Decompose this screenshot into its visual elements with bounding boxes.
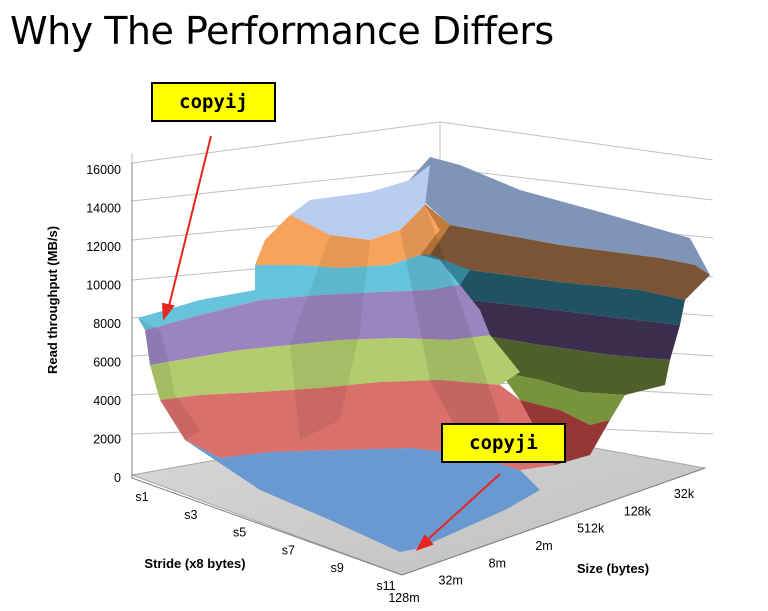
size-tick-label: 8m <box>489 556 506 570</box>
z-tick-label: 8000 <box>93 317 121 331</box>
stride-tick-label: s9 <box>331 561 344 575</box>
surface-shade-left <box>138 318 200 440</box>
stride-tick-label: s7 <box>282 543 295 557</box>
gridline-16000 <box>131 121 714 164</box>
stride-tick-label: s11 <box>376 579 395 593</box>
callout-copyji: copyji <box>441 423 566 463</box>
size-tick-label: 2m <box>535 539 552 553</box>
stride-axis: s1 s3 s5 s7 s9 s11 Stride (x8 bytes) <box>131 477 403 593</box>
surface-back-teal <box>430 255 685 325</box>
surface-green <box>150 335 520 400</box>
z-axis: 0 2000 4000 6000 8000 10000 12000 14000 16000 Re… <box>45 163 133 485</box>
z-tick-labels: 0 2000 4000 6000 8000 10000 12000 14000 16000 <box>86 163 121 485</box>
stride-tick-label: s5 <box>233 526 246 540</box>
arrow-copyij <box>167 135 212 311</box>
surface-cyan-dark <box>420 255 470 285</box>
surface-back-brown <box>420 200 710 300</box>
annotation-arrows <box>161 135 501 551</box>
stride-axis-title: Stride (x8 bytes) <box>144 556 245 571</box>
z-tick-label: 6000 <box>93 356 121 370</box>
z-tick-label: 0 <box>114 471 121 485</box>
surface-right-olive-front <box>500 372 625 425</box>
surface-back-purple <box>440 295 680 360</box>
z-tick-label: 16000 <box>86 163 121 177</box>
size-tick-labels: 32k 128k 512k 2m 8m 32m 128m <box>388 487 694 605</box>
size-tick-label: 128k <box>624 504 652 518</box>
surface-orange-side <box>420 205 450 255</box>
surface-shade-ridge <box>290 235 370 440</box>
stride-tick-labels: s1 s3 s5 s7 s9 s11 <box>135 490 395 593</box>
surface-blue <box>185 440 540 552</box>
size-tick-label: 512k <box>577 522 605 536</box>
callout-copyij: copyij <box>151 82 276 122</box>
surface-purple <box>145 285 490 365</box>
z-tick-label: 12000 <box>86 240 121 254</box>
size-axis-title: Size (bytes) <box>577 561 649 576</box>
z-tick-label: 4000 <box>93 394 121 408</box>
size-tick-label: 128m <box>388 591 419 605</box>
slide-title: Why The Performance Differs <box>10 9 554 53</box>
arrowhead-copyij <box>161 302 175 321</box>
surface-orange <box>255 205 440 268</box>
stride-tick-label: s1 <box>135 490 148 504</box>
z-axis-title: Read throughput (MB/s) <box>45 226 60 374</box>
stride-tick-label: s3 <box>184 508 197 522</box>
surface-cyan-left <box>138 255 460 330</box>
surface-back-olive <box>455 330 670 395</box>
size-tick-label: 32k <box>674 487 695 501</box>
arrow-copyji <box>424 473 501 543</box>
surface-peak-lightblue <box>290 165 430 240</box>
size-axis: 32k 128k 512k 2m 8m 32m 128m Size (bytes) <box>388 467 706 605</box>
arrowhead-copyji <box>415 534 434 551</box>
z-tick-label: 10000 <box>86 279 121 293</box>
z-tick-label: 2000 <box>93 433 121 447</box>
surface-shade-mid <box>400 205 500 455</box>
surface-back-top <box>405 157 710 275</box>
size-tick-label: 32m <box>439 574 463 588</box>
z-tick-label: 14000 <box>86 202 121 216</box>
surface <box>138 157 710 552</box>
